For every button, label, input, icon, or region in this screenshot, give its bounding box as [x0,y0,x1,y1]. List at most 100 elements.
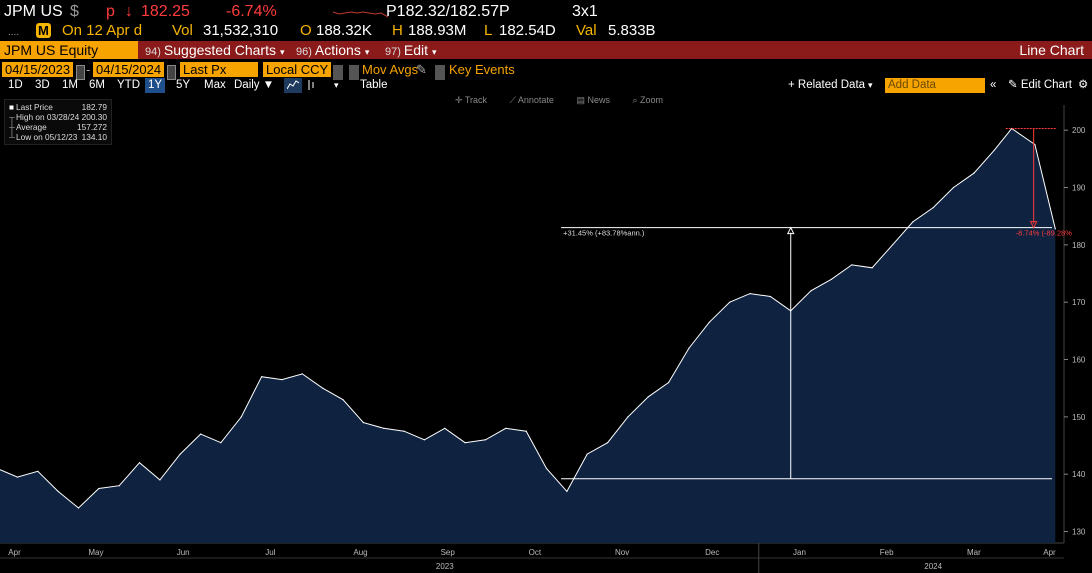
actions-menu[interactable]: 96) Actions ▾ [296,41,369,59]
x-tick-label: Dec [705,548,719,557]
range-ytd[interactable]: YTD [117,79,140,91]
data-point [342,399,344,401]
legend-value: 157.272 [77,122,107,132]
range-1m[interactable]: 1M [62,79,78,91]
chart-style-dropdown-icon[interactable]: ▾ [334,80,339,90]
zoom-label: Zoom [640,95,664,105]
data-point [871,267,873,269]
data-point [749,293,751,295]
news-tool[interactable]: ▤ News [576,95,610,105]
start-date-input[interactable]: 04/15/2023 [2,62,74,77]
ticker-symbol[interactable]: JPM US [4,3,63,20]
high-label: H [392,22,403,39]
data-point [240,416,242,418]
legend-label: Low on 05/12/23 [16,132,78,142]
annotate-tool[interactable]: ⟋ Annotate [509,95,554,105]
data-point [505,427,507,429]
open-label: O [300,22,312,39]
security-field[interactable]: JPM US Equity [0,41,138,59]
price-chart[interactable]: +31.45% (+83.78%ann.) -8.74% (-89.28% 130… [0,105,1092,573]
stats-row: .... M On 12 Apr d Vol 31,532,310 O 188.… [0,21,1092,41]
menu-number: 96) [296,46,312,58]
data-point [423,439,425,441]
related-data-dropdown-icon[interactable]: ▾ [868,80,873,90]
data-point [769,295,772,298]
x-tick-label: Apr [8,548,21,557]
data-point [729,301,731,303]
y-tick-label: 170 [1072,298,1086,307]
data-point [627,416,629,418]
data-point [403,430,405,432]
down-arrow-icon: ↓ [125,3,133,20]
data-point [607,442,609,444]
zoom-tool[interactable]: ⌕ Zoom [632,95,664,105]
data-point [57,490,59,492]
field-select[interactable]: Last Px [180,62,258,77]
legend-label: Last Price [16,102,53,112]
y-tick-label: 130 [1072,528,1086,537]
data-point [220,442,222,444]
sparkline-icon [333,11,388,18]
calendar-icon[interactable] [167,65,176,80]
data-point [647,396,649,398]
currency-dropdown-icon[interactable] [333,65,343,80]
suggested-charts-menu[interactable]: 94) Suggested Charts ▾ [145,41,285,59]
low-value: 182.54D [499,22,556,39]
date-separator: - [86,62,91,77]
legend-value: 200.30 [81,112,107,122]
data-point [200,433,202,435]
y-axis: 130 140 150 160 170 180 190 200 [1064,126,1086,537]
data-point [891,244,894,246]
data-point [668,381,670,384]
x-tick-label: Sep [441,548,456,557]
end-date-input[interactable]: 04/15/2024 [93,62,165,77]
mov-avgs-label[interactable]: Mov Avgs [362,62,419,77]
menu-number: 94) [145,46,161,58]
x-tick-label: Jan [793,548,806,557]
data-point [484,439,487,441]
range-1d[interactable]: 1D [8,79,23,91]
range-max[interactable]: Max [204,79,226,91]
range-3d[interactable]: 3D [35,79,50,91]
period-select[interactable]: Daily ▼ [234,79,275,91]
price-area [0,128,1056,543]
data-point [525,430,527,432]
range-1y[interactable]: 1Y [145,78,166,93]
edit-chart-button[interactable]: ✎ Edit Chart [1008,78,1072,93]
range-6m[interactable]: 6M [89,79,105,91]
track-tool[interactable]: ✛ Track [455,95,488,105]
currency-select[interactable]: Local CCY [263,62,331,77]
key-events-label[interactable]: Key Events [449,62,515,77]
average-marker-icon: ┼ [9,122,15,132]
legend-value: 134.10 [81,132,107,142]
calendar-icon[interactable] [76,65,85,80]
line-chart-icon[interactable] [284,78,302,93]
drop-arrow-icon [1029,221,1038,229]
related-data-button[interactable]: + Related Data [788,79,866,91]
candle-chart-icon[interactable] [306,78,316,93]
y-tick-label: 140 [1072,470,1086,479]
table-button[interactable]: Table [360,79,388,91]
data-point [383,427,385,429]
pencil-icon[interactable]: ✎ [416,62,427,77]
chevron-down-icon: ▾ [279,47,285,57]
edit-menu[interactable]: 97) Edit ▾ [385,41,437,59]
pencil-icon: ✎ [1008,79,1021,91]
date-text: On 12 Apr d [62,22,143,39]
y-tick-label: 160 [1072,356,1086,365]
key-events-checkbox[interactable] [435,65,445,80]
price-flag: p [106,3,115,20]
mov-avgs-checkbox[interactable] [349,65,359,80]
gear-icon[interactable]: ⚙ [1078,79,1089,91]
currency-symbol: $ [70,3,79,20]
data-point [830,278,833,280]
menu-label: Actions [314,42,361,58]
data-point [159,479,161,481]
collapse-icon[interactable]: « [990,79,997,91]
edit-chart-label: Edit Chart [1020,79,1072,91]
add-data-input[interactable]: Add Data [885,78,985,93]
data-point [688,347,690,349]
range-5y[interactable]: 5Y [176,79,191,91]
function-toolbar: JPM US Equity 94) Suggested Charts ▾ 96) Ac… [0,41,1092,59]
range-controls: 1D 3D 1M 6M YTD 1Y 5Y Max Daily ▼ ▾ Tabl… [0,78,1092,93]
